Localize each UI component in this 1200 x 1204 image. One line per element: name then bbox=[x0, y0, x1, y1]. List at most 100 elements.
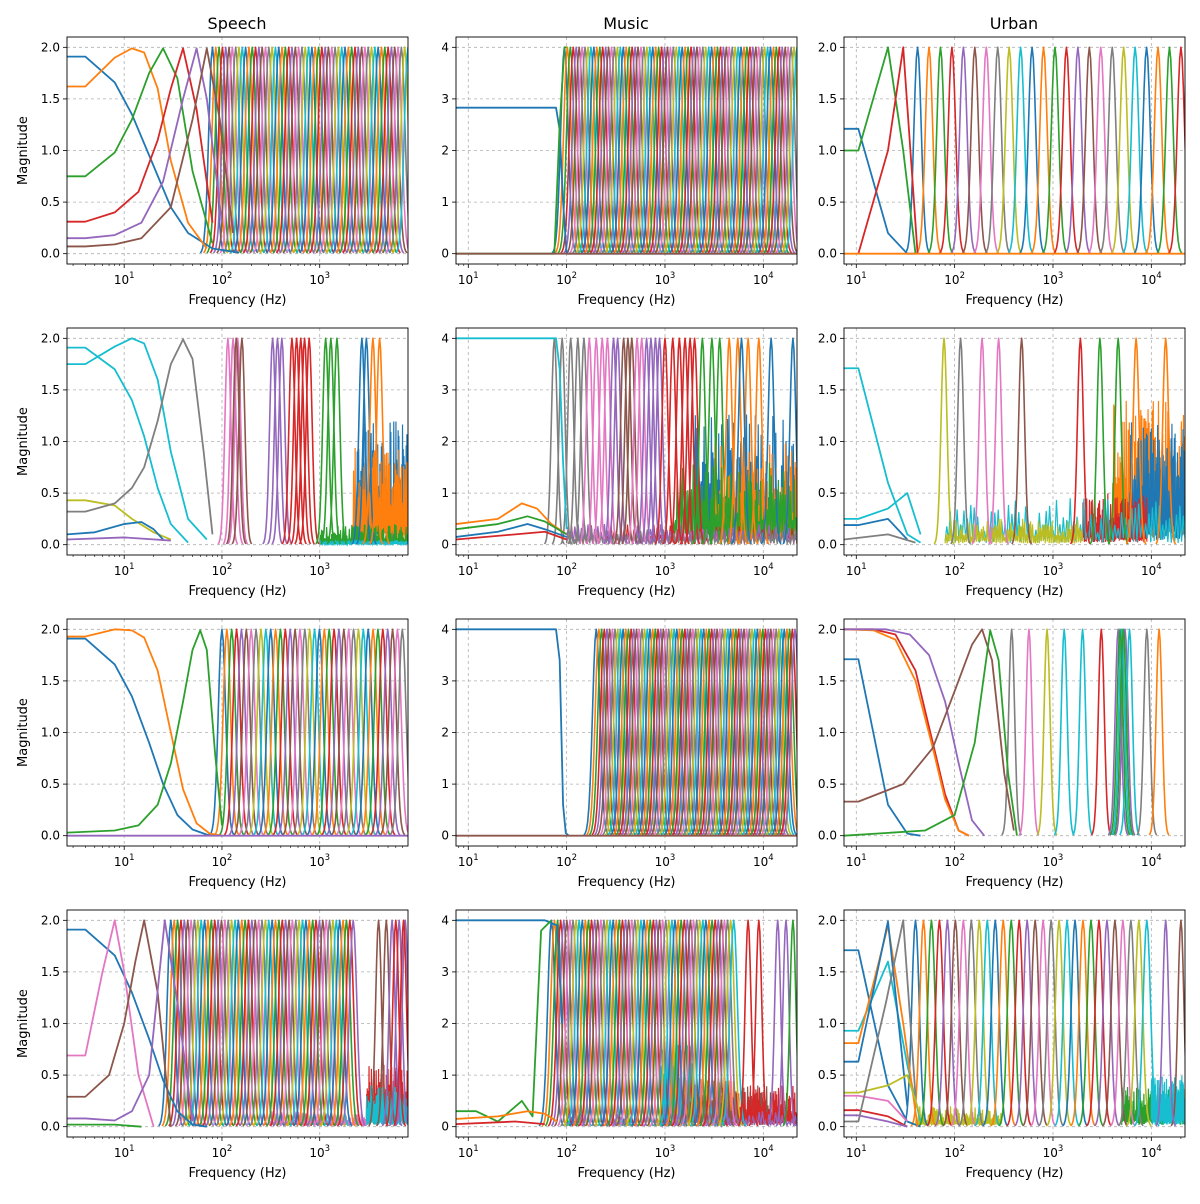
filter-peak bbox=[695, 46, 722, 254]
panel-plot-area bbox=[456, 919, 797, 1129]
x-tick-exponent: 1 bbox=[129, 271, 134, 281]
filter-peak bbox=[217, 337, 239, 545]
filter-peak bbox=[326, 628, 352, 836]
filter-peak bbox=[1072, 628, 1094, 836]
y-tick-label: 0.5 bbox=[41, 486, 60, 500]
filter-peak bbox=[1089, 337, 1111, 545]
filter-peak bbox=[784, 46, 797, 254]
y-tick-label: 1.5 bbox=[41, 965, 60, 979]
filter-peak bbox=[1019, 46, 1045, 254]
filter-peak bbox=[231, 337, 253, 545]
panel-plot-area bbox=[67, 46, 408, 254]
filter-peak bbox=[330, 919, 356, 1127]
filter-peak bbox=[701, 46, 728, 254]
filter-peak bbox=[988, 337, 1010, 545]
filter-peak bbox=[646, 919, 673, 1127]
series-line bbox=[844, 517, 908, 541]
filter-peak bbox=[1030, 46, 1057, 254]
x-tick-base: 10 bbox=[114, 1146, 129, 1160]
x-tick-base: 10 bbox=[753, 855, 768, 869]
filter-peak bbox=[575, 919, 602, 1127]
x-tick-base: 10 bbox=[458, 1146, 473, 1160]
x-tick-exponent: 4 bbox=[1156, 562, 1161, 572]
filter-peak bbox=[737, 337, 759, 545]
y-tick-label: 4 bbox=[441, 913, 449, 927]
x-tick-base: 10 bbox=[556, 855, 571, 869]
x-tick-exponent: 4 bbox=[1156, 271, 1161, 281]
filter-peak bbox=[689, 46, 716, 254]
filter-peak bbox=[1064, 46, 1091, 254]
filter-peak bbox=[547, 919, 574, 1127]
y-tick-label: 1.5 bbox=[818, 92, 837, 106]
y-tick-label: 0.5 bbox=[41, 1068, 60, 1082]
filter-peak bbox=[306, 628, 333, 836]
noise-band bbox=[1150, 1075, 1185, 1125]
filter-peak bbox=[587, 919, 614, 1127]
series-line bbox=[67, 338, 214, 535]
filter-peak bbox=[628, 919, 654, 1127]
filter-peak bbox=[634, 919, 661, 1127]
filter-peak bbox=[717, 919, 744, 1127]
x-tick-exponent: 4 bbox=[768, 1144, 773, 1154]
x-tick-base: 10 bbox=[212, 1146, 227, 1160]
filter-peak bbox=[238, 628, 265, 836]
y-tick-label: 4 bbox=[441, 622, 449, 636]
filter-peak bbox=[662, 919, 688, 1127]
x-tick-label: 101 bbox=[846, 1144, 867, 1160]
series-line bbox=[67, 628, 223, 837]
x-tick-label: 102 bbox=[212, 853, 233, 869]
filter-peak bbox=[267, 337, 288, 545]
y-tick-label: 2.0 bbox=[818, 40, 837, 54]
x-tick-base: 10 bbox=[1141, 273, 1156, 287]
x-tick-exponent: 3 bbox=[670, 271, 675, 281]
filter-peak bbox=[678, 46, 704, 254]
filter-peak bbox=[336, 919, 363, 1127]
series-line bbox=[67, 47, 208, 250]
filter-peak bbox=[287, 628, 313, 836]
filter-peak bbox=[672, 46, 699, 254]
filter-peak bbox=[642, 46, 669, 254]
filter-peak bbox=[631, 46, 657, 254]
x-axis-label: Frequency (Hz) bbox=[577, 1166, 675, 1181]
x-tick-label: 104 bbox=[1141, 1144, 1162, 1160]
filter-peak bbox=[739, 46, 766, 254]
x-tick-exponent: 1 bbox=[473, 562, 478, 572]
filter-peak bbox=[779, 628, 797, 836]
filter-peak bbox=[665, 919, 692, 1127]
filter-peak bbox=[669, 46, 696, 254]
x-axis-label: Frequency (Hz) bbox=[965, 293, 1063, 308]
x-axis-label: Frequency (Hz) bbox=[188, 584, 286, 599]
panel-plot-area bbox=[456, 628, 797, 837]
x-tick-exponent: 2 bbox=[227, 271, 232, 281]
filter-peak bbox=[933, 337, 955, 545]
x-tick-exponent: 1 bbox=[861, 1144, 866, 1154]
filter-peak bbox=[663, 46, 690, 254]
filter-peak bbox=[684, 46, 710, 254]
filter-peak bbox=[660, 46, 687, 254]
filter-peak bbox=[618, 919, 645, 1127]
filter-peak bbox=[362, 337, 384, 545]
filter-peak bbox=[679, 337, 701, 545]
x-tick-exponent: 1 bbox=[129, 1144, 134, 1154]
x-tick-base: 10 bbox=[753, 273, 768, 287]
x-tick-exponent: 3 bbox=[670, 562, 675, 572]
filter-peak bbox=[731, 337, 753, 545]
filter-peak bbox=[728, 46, 754, 254]
series-line bbox=[67, 919, 172, 1127]
filter-peak bbox=[718, 337, 740, 545]
filter-peak bbox=[1136, 628, 1158, 836]
x-tick-base: 10 bbox=[458, 273, 473, 287]
filter-peak bbox=[233, 628, 260, 836]
y-tick-label: 1.0 bbox=[41, 435, 60, 449]
x-tick-exponent: 2 bbox=[572, 562, 577, 572]
filter-peak bbox=[601, 46, 628, 254]
filter-peak bbox=[311, 628, 338, 836]
x-tick-label: 103 bbox=[655, 562, 676, 578]
filter-peak bbox=[393, 919, 408, 1127]
y-tick-label: 1.0 bbox=[818, 144, 837, 158]
series-line bbox=[456, 515, 568, 536]
x-tick-label: 103 bbox=[309, 271, 330, 287]
filter-peak bbox=[248, 628, 274, 836]
